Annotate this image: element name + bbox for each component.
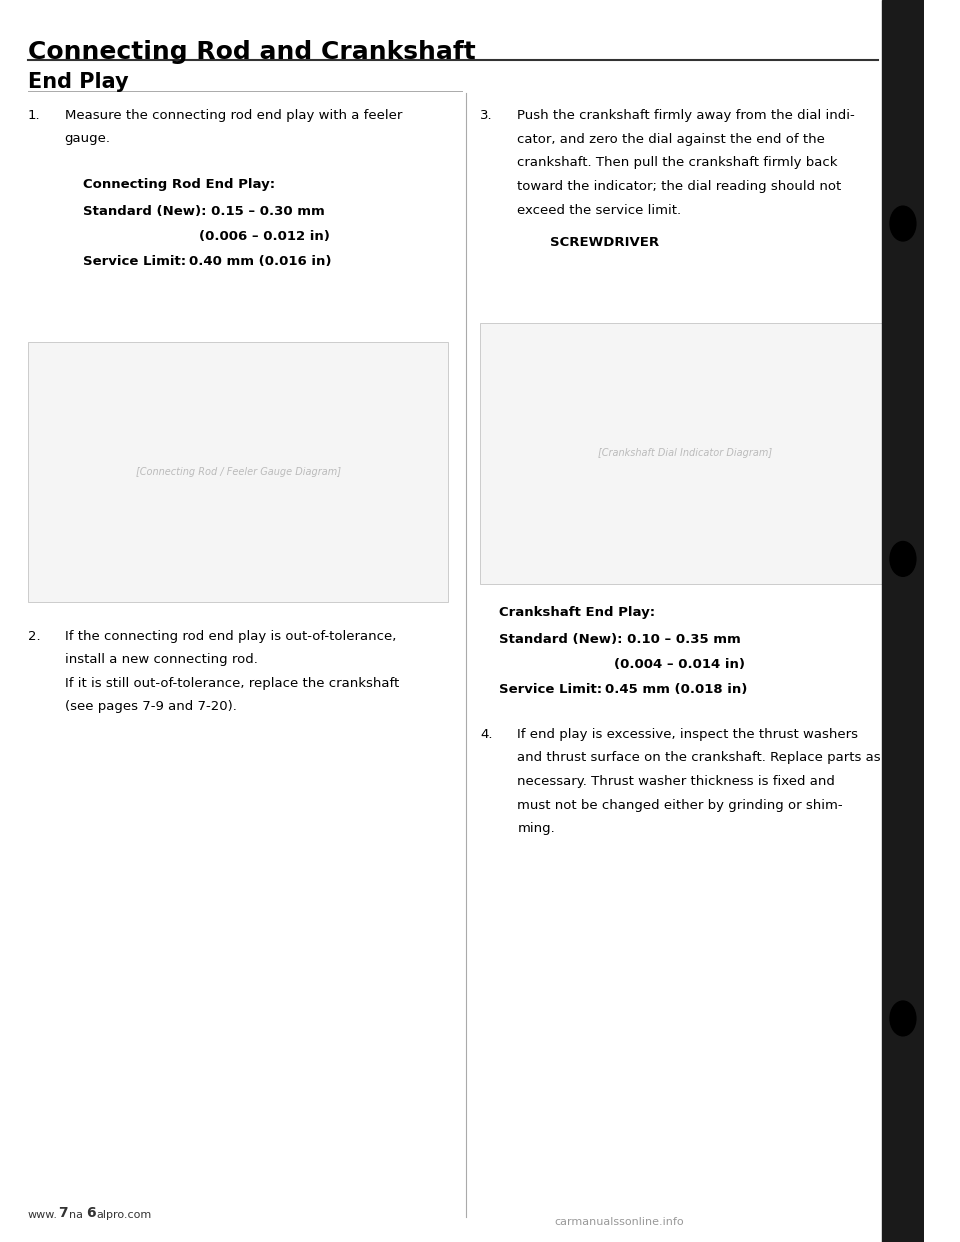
Text: Crankshaft End Play:: Crankshaft End Play:: [499, 606, 655, 619]
Text: If the connecting rod end play is out-of-tolerance,: If the connecting rod end play is out-of…: [64, 630, 396, 642]
Text: 7: 7: [59, 1206, 68, 1220]
Text: SCREWDRIVER: SCREWDRIVER: [550, 236, 660, 248]
Text: Connecting Rod and Crankshaft: Connecting Rod and Crankshaft: [28, 40, 475, 63]
Text: Standard (New): 0.15 – 0.30 mm: Standard (New): 0.15 – 0.30 mm: [84, 205, 324, 217]
Text: na: na: [69, 1210, 84, 1220]
Text: 0.45 mm (0.018 in): 0.45 mm (0.018 in): [605, 683, 748, 696]
Circle shape: [890, 1001, 916, 1036]
Text: toward the indicator; the dial reading should not: toward the indicator; the dial reading s…: [517, 180, 842, 193]
Text: 3.: 3.: [480, 109, 493, 122]
Text: exceed the service limit.: exceed the service limit.: [517, 204, 682, 216]
Text: ming.: ming.: [517, 822, 555, 835]
Text: 6: 6: [85, 1206, 96, 1220]
Text: install a new connecting rod.: install a new connecting rod.: [64, 653, 257, 666]
Text: Service Limit:: Service Limit:: [499, 683, 602, 696]
Text: (see pages 7-9 and 7-20).: (see pages 7-9 and 7-20).: [64, 700, 236, 713]
Text: [Connecting Rod / Feeler Gauge Diagram]: [Connecting Rod / Feeler Gauge Diagram]: [135, 467, 341, 477]
Text: and thrust surface on the crankshaft. Replace parts as: and thrust surface on the crankshaft. Re…: [517, 751, 881, 764]
Circle shape: [890, 206, 916, 241]
Text: If it is still out-of-tolerance, replace the crankshaft: If it is still out-of-tolerance, replace…: [64, 677, 399, 689]
Text: crankshaft. Then pull the crankshaft firmly back: crankshaft. Then pull the crankshaft fir…: [517, 156, 838, 169]
Text: 1.: 1.: [28, 109, 40, 122]
Text: www.: www.: [28, 1210, 58, 1220]
Text: alpro.com: alpro.com: [96, 1210, 152, 1220]
Text: Standard (New): 0.10 – 0.35 mm: Standard (New): 0.10 – 0.35 mm: [499, 633, 740, 646]
Bar: [480, 323, 892, 584]
Text: 2.: 2.: [28, 630, 40, 642]
Text: Connecting Rod End Play:: Connecting Rod End Play:: [84, 178, 276, 190]
Text: necessary. Thrust washer thickness is fixed and: necessary. Thrust washer thickness is fi…: [517, 775, 835, 787]
Circle shape: [890, 542, 916, 576]
Text: (0.006 – 0.012 in): (0.006 – 0.012 in): [199, 230, 329, 242]
Text: must not be changed either by grinding or shim-: must not be changed either by grinding o…: [517, 799, 843, 811]
Text: If end play is excessive, inspect the thrust washers: If end play is excessive, inspect the th…: [517, 728, 858, 740]
Text: cator, and zero the dial against the end of the: cator, and zero the dial against the end…: [517, 133, 826, 145]
Text: Service Limit:: Service Limit:: [84, 255, 186, 267]
Text: 4.: 4.: [480, 728, 492, 740]
Text: 0.40 mm (0.016 in): 0.40 mm (0.016 in): [189, 255, 332, 267]
Text: Push the crankshaft firmly away from the dial indi-: Push the crankshaft firmly away from the…: [517, 109, 855, 122]
Text: carmanualssonline.info: carmanualssonline.info: [554, 1217, 684, 1227]
Text: gauge.: gauge.: [64, 132, 110, 144]
Text: End Play: End Play: [28, 72, 129, 92]
Bar: [882, 0, 924, 1242]
Text: [Crankshaft Dial Indicator Diagram]: [Crankshaft Dial Indicator Diagram]: [598, 448, 773, 458]
Text: Measure the connecting rod end play with a feeler: Measure the connecting rod end play with…: [64, 109, 402, 122]
Bar: [28, 342, 448, 602]
Text: (0.004 – 0.014 in): (0.004 – 0.014 in): [614, 658, 745, 671]
